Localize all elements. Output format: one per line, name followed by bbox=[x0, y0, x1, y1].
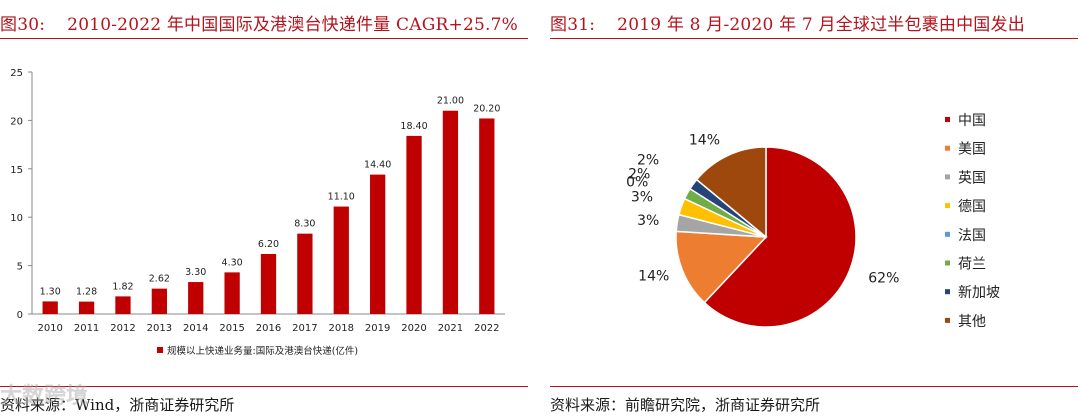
pie-percent-label: 0% bbox=[626, 175, 648, 191]
x-tick-label: 2011 bbox=[74, 323, 99, 334]
bar-value-label: 14.40 bbox=[364, 160, 391, 171]
legend-label: 荷兰 bbox=[958, 257, 986, 273]
x-tick-label: 2018 bbox=[329, 323, 354, 334]
y-tick-label: 15 bbox=[10, 165, 23, 176]
right-figure-title: 图31: 2019 年 8 月-2020 年 7 月全球过半包裹由中国发出 bbox=[550, 10, 1025, 35]
bar-chart: 0 5 10 15 20 25 1.30 2010 1.28 2011 1.82 2012 2.62 20… bbox=[10, 68, 505, 357]
y-tick-label: 5 bbox=[17, 262, 23, 273]
bar-value-label: 21.00 bbox=[437, 96, 464, 107]
right-figure-panel: 图31: 2019 年 8 月-2020 年 7 月全球过半包裹由中国发出 62%… bbox=[550, 0, 1080, 419]
x-tick-label: 2020 bbox=[401, 323, 426, 334]
x-tick-label: 2021 bbox=[438, 323, 463, 334]
right-source-note: 资料来源：前瞻研究院，浙商证券研究所 bbox=[550, 396, 821, 414]
left-figure-panel: 图30: 2010-2022 年中国国际及港澳台快递件量 CAGR+25.7% 0… bbox=[0, 0, 528, 419]
right-figure-number: 图31: bbox=[550, 15, 596, 35]
legend-label: 中国 bbox=[958, 113, 986, 129]
bar-value-label: 20.20 bbox=[473, 103, 500, 114]
pie-percent-label: 2% bbox=[628, 166, 650, 182]
right-figure-caption: 2019 年 8 月-2020 年 7 月全球过半包裹由中国发出 bbox=[617, 15, 1025, 35]
right-top-rule bbox=[550, 38, 1078, 39]
bar-value-label: 3.30 bbox=[185, 267, 206, 278]
bar bbox=[442, 110, 459, 314]
y-tick-label: 25 bbox=[10, 68, 23, 79]
pie-slice bbox=[703, 146, 857, 328]
legend-swatch bbox=[945, 174, 950, 180]
y-tick-label: 10 bbox=[10, 213, 23, 224]
y-tick-label: 20 bbox=[10, 116, 23, 127]
bar bbox=[224, 272, 240, 314]
x-tick-label: 2022 bbox=[474, 323, 499, 334]
bar-value-label: 1.82 bbox=[112, 281, 133, 292]
bar bbox=[297, 233, 313, 314]
bar bbox=[151, 288, 167, 314]
bar bbox=[188, 282, 204, 314]
legend-label: 规模以上快递业务量:国际及港澳台快递(亿件) bbox=[167, 345, 358, 357]
bar bbox=[333, 206, 349, 314]
bar-value-label: 6.20 bbox=[258, 239, 279, 250]
x-tick-label: 2013 bbox=[147, 323, 172, 334]
legend-swatch bbox=[945, 260, 950, 266]
left-figure-title: 图30: 2010-2022 年中国国际及港澳台快递件量 CAGR+25.7% bbox=[0, 10, 518, 35]
left-figure-caption: 2010-2022 年中国国际及港澳台快递件量 CAGR+25.7% bbox=[67, 15, 518, 35]
legend-swatch bbox=[945, 117, 950, 122]
y-tick-label: 0 bbox=[17, 310, 23, 321]
bar bbox=[78, 301, 95, 314]
legend-swatch bbox=[945, 231, 950, 237]
pie-slice bbox=[675, 230, 768, 304]
x-tick-label: 2010 bbox=[37, 323, 62, 334]
bar-value-label: 2.62 bbox=[149, 274, 170, 285]
x-tick-label: 2019 bbox=[365, 323, 390, 334]
legend-label: 其他 bbox=[958, 314, 986, 330]
legend-label: 英国 bbox=[958, 169, 986, 186]
legend-swatch bbox=[945, 203, 950, 209]
bar bbox=[406, 135, 422, 314]
bar bbox=[115, 296, 131, 314]
bar-value-label: 8.30 bbox=[294, 219, 315, 230]
bar-value-label: 18.40 bbox=[400, 121, 427, 132]
x-tick-label: 2014 bbox=[183, 323, 208, 334]
legend-swatch bbox=[945, 289, 950, 295]
bar-value-label: 1.30 bbox=[40, 286, 61, 297]
pie-slice bbox=[695, 146, 767, 239]
bar-value-label: 11.10 bbox=[328, 192, 355, 203]
bar-value-label: 4.30 bbox=[222, 257, 243, 268]
legend-label: 新加坡 bbox=[958, 285, 1000, 301]
pie-percent-label: 62% bbox=[868, 270, 899, 286]
legend-label: 美国 bbox=[958, 142, 986, 158]
left-top-rule bbox=[0, 38, 528, 39]
legend-label: 德国 bbox=[958, 199, 986, 215]
legend-swatch bbox=[945, 145, 950, 151]
legend-label: 法国 bbox=[958, 228, 986, 244]
right-bottom-rule bbox=[550, 386, 1078, 387]
pie-percent-label: 3% bbox=[637, 213, 659, 229]
left-figure-number: 图30: bbox=[0, 15, 46, 35]
pie-percent-label: 2% bbox=[637, 152, 659, 168]
watermark: 大数跨境 bbox=[0, 384, 89, 409]
x-tick-label: 2015 bbox=[219, 323, 244, 334]
legend-swatch bbox=[157, 347, 163, 353]
bar bbox=[370, 174, 386, 314]
pie-percent-label: 14% bbox=[638, 268, 669, 284]
legend-swatch bbox=[945, 317, 950, 323]
bar bbox=[260, 253, 277, 314]
x-tick-label: 2017 bbox=[292, 323, 317, 334]
x-tick-label: 2012 bbox=[110, 323, 135, 334]
left-bottom-rule bbox=[0, 386, 528, 387]
pie-percent-label: 14% bbox=[689, 132, 720, 148]
bar-value-label: 1.28 bbox=[76, 287, 97, 298]
x-tick-label: 2016 bbox=[256, 323, 281, 334]
bar bbox=[479, 118, 495, 315]
bar bbox=[42, 301, 58, 314]
left-source-note: 资料来源：Wind，浙商证券研究所 bbox=[0, 396, 235, 414]
pie-percent-label: 3% bbox=[631, 189, 653, 205]
